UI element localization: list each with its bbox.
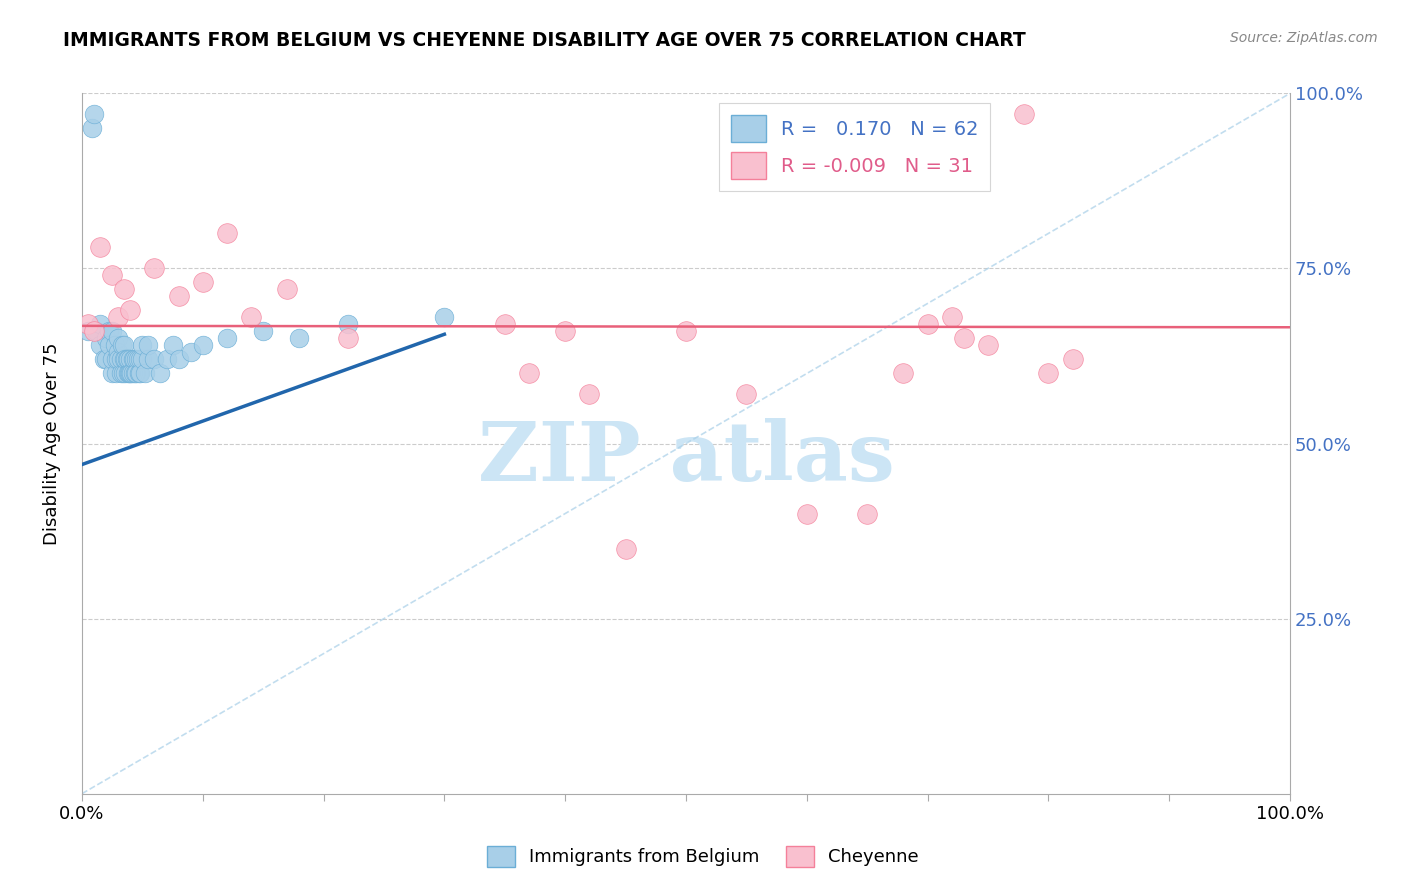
Point [143, 261, 166, 276]
Point [83, 325, 105, 339]
Point [120, 367, 142, 381]
Point [112, 367, 135, 381]
Point [276, 282, 298, 296]
Point [1012, 107, 1035, 121]
Point [155, 352, 177, 367]
Point [101, 352, 124, 367]
Point [103, 338, 125, 352]
Point [953, 331, 976, 345]
Point [129, 367, 152, 381]
Point [336, 318, 359, 332]
Point [554, 325, 576, 339]
Point [101, 367, 124, 381]
Point [180, 345, 202, 359]
Point [115, 352, 138, 367]
Point [941, 310, 963, 325]
Point [127, 352, 149, 367]
Point [120, 303, 142, 318]
Point [89, 318, 111, 332]
Point [114, 352, 136, 367]
Point [121, 352, 143, 367]
Point [494, 318, 516, 332]
Point [131, 352, 153, 367]
Point [114, 367, 136, 381]
Point [191, 338, 214, 352]
Legend: R =   0.170   N = 62, R = -0.009   N = 31: R = 0.170 N = 62, R = -0.009 N = 31 [718, 103, 990, 191]
Point [118, 367, 141, 381]
Point [121, 367, 143, 381]
Point [143, 352, 166, 367]
Point [112, 282, 135, 296]
Point [288, 331, 311, 345]
Point [94, 352, 117, 367]
Point [336, 331, 359, 345]
Point [101, 268, 124, 283]
Point [134, 367, 156, 381]
Point [121, 367, 143, 381]
Point [112, 338, 135, 352]
Point [94, 331, 117, 345]
Point [111, 338, 134, 352]
Point [675, 325, 697, 339]
Point [77, 318, 100, 332]
Point [578, 387, 600, 401]
Point [215, 227, 238, 241]
Point [252, 325, 274, 339]
Point [107, 345, 129, 359]
Point [110, 352, 132, 367]
Point [735, 387, 758, 401]
Point [129, 352, 152, 367]
Point [167, 352, 190, 367]
Point [112, 352, 135, 367]
Point [104, 352, 127, 367]
Point [128, 367, 150, 381]
Point [215, 331, 238, 345]
Point [89, 240, 111, 254]
Point [107, 310, 129, 325]
Point [162, 338, 184, 352]
Text: IMMIGRANTS FROM BELGIUM VS CHEYENNE DISABILITY AGE OVER 75 CORRELATION CHART: IMMIGRANTS FROM BELGIUM VS CHEYENNE DISA… [63, 31, 1026, 50]
Point [110, 367, 132, 381]
Point [893, 367, 915, 381]
Point [1038, 367, 1060, 381]
Point [614, 541, 637, 556]
Point [856, 507, 879, 521]
Point [107, 331, 129, 345]
Point [80, 121, 103, 136]
Point [117, 352, 139, 367]
Point [97, 338, 120, 352]
Point [977, 338, 1000, 352]
Point [89, 338, 111, 352]
Point [1062, 352, 1084, 367]
Point [77, 325, 100, 339]
Point [433, 310, 456, 325]
Point [167, 289, 190, 303]
Point [97, 325, 120, 339]
Point [93, 352, 115, 367]
Point [796, 507, 818, 521]
Point [101, 325, 124, 339]
Point [125, 367, 148, 381]
Text: Source: ZipAtlas.com: Source: ZipAtlas.com [1230, 31, 1378, 45]
Point [83, 107, 105, 121]
Point [120, 352, 142, 367]
Point [191, 276, 214, 290]
Point [107, 352, 129, 367]
Point [917, 318, 939, 332]
Point [104, 367, 127, 381]
Point [86, 325, 108, 339]
Y-axis label: Disability Age Over 75: Disability Age Over 75 [44, 343, 60, 545]
Legend: Immigrants from Belgium, Cheyenne: Immigrants from Belgium, Cheyenne [481, 838, 925, 874]
Point [122, 352, 145, 367]
Point [149, 367, 172, 381]
Point [131, 338, 153, 352]
Point [125, 352, 148, 367]
Point [240, 310, 263, 325]
Point [124, 367, 146, 381]
Text: ZIP atlas: ZIP atlas [478, 417, 894, 498]
Point [517, 367, 540, 381]
Point [138, 352, 160, 367]
Point [117, 367, 139, 381]
Point [138, 338, 160, 352]
